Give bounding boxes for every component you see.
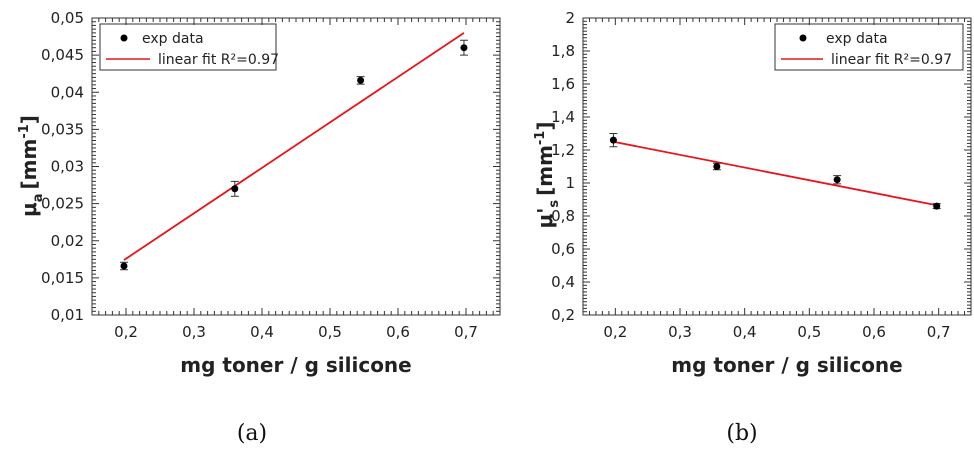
y-tick-label: 0,2 — [551, 306, 575, 324]
data-marks — [609, 133, 941, 210]
x-tick-label: 0,3 — [182, 323, 206, 341]
x-tick-label: 0,2 — [114, 323, 138, 341]
y-tick-labels: 0,01 0,015 0,02 0,025 0,03 0,035 0,04 0,045 0,05 — [41, 9, 84, 324]
legend-marker-exp — [799, 34, 807, 42]
data-point — [357, 76, 365, 84]
y-tick-label: 0,01 — [51, 306, 84, 324]
y-axis-superscript: -1 — [533, 131, 548, 145]
x-tick-label: 0,6 — [862, 323, 886, 341]
caption-b: (b) — [726, 421, 757, 446]
legend: exp data linear fit R²=0.97 — [99, 23, 279, 71]
y-tick-label: 0,045 — [41, 46, 84, 64]
y-axis-symbol: μ — [17, 202, 41, 217]
legend-label-fit: linear fit R²=0.97 — [158, 52, 279, 68]
y-tick-label: 2 — [565, 9, 575, 27]
chart-panel-a: 0,01 0,015 0,02 0,025 0,03 0,035 0,04 0,045 0,05… — [17, 9, 501, 446]
y-tick-label: 0,03 — [51, 158, 84, 176]
y-tick-label: 1 — [565, 174, 575, 192]
data-point — [231, 185, 239, 193]
y-axis-close: ] — [17, 115, 41, 124]
y-tick-label: 1,6 — [551, 75, 575, 93]
data-point — [609, 136, 617, 144]
x-axis-label: mg toner / g silicone — [671, 353, 902, 377]
y-tick-label: 1,8 — [551, 42, 575, 60]
y-tick-label: 1,4 — [551, 108, 575, 126]
data-point — [713, 163, 721, 170]
x-tick-label: 0,3 — [668, 323, 692, 341]
legend-label-exp: exp data — [826, 31, 888, 47]
data-point — [460, 44, 468, 52]
y-axis-subscript: s — [547, 200, 562, 208]
y-axis-subscript: a — [31, 193, 46, 202]
y-axis-unit: [mm — [17, 139, 41, 190]
x-tick-label: 0,6 — [386, 323, 410, 341]
y-axis-symbol: μ' — [533, 208, 557, 229]
y-tick-label: 0,6 — [551, 240, 575, 258]
x-tick-label: 0,5 — [797, 323, 821, 341]
y-tick-label: 1,2 — [551, 141, 575, 159]
y-axis-unit: [mm — [533, 145, 557, 196]
legend-label-fit: linear fit R²=0.97 — [831, 52, 952, 68]
caption-a: (a) — [237, 421, 267, 446]
y-tick-labels: 0,2 0,4 0,6 0,8 1 1,2 1,4 1,6 1,8 2 — [551, 9, 575, 324]
y-axis-label: μ's [mm-1] — [533, 121, 562, 228]
y-tick-label: 0,025 — [41, 195, 84, 213]
x-tick-label: 0,4 — [733, 323, 757, 341]
plot-frame — [582, 17, 972, 316]
data-point — [933, 202, 941, 210]
plot-frame — [91, 17, 501, 316]
legend-box — [99, 23, 277, 71]
y-tick-label: 0,015 — [41, 269, 84, 287]
y-tick-label: 0,035 — [41, 120, 84, 138]
y-tick-label: 0,8 — [551, 207, 575, 225]
legend-box — [774, 23, 964, 71]
x-tick-label: 0,7 — [454, 323, 478, 341]
x-tick-label: 0,5 — [318, 323, 342, 341]
data-point — [120, 262, 128, 270]
data-point — [833, 176, 841, 184]
fit-line — [613, 140, 937, 207]
fit-line — [123, 32, 465, 261]
y-axis-close: ] — [533, 121, 557, 130]
x-tick-labels: 0,2 0,3 0,4 0,5 0,6 0,7 — [603, 323, 950, 341]
x-tick-label: 0,4 — [250, 323, 274, 341]
x-tick-label: 0,7 — [927, 323, 951, 341]
legend: exp data linear fit R²=0.97 — [774, 23, 964, 71]
y-axis-label: μa [mm-1] — [17, 115, 46, 217]
x-tick-labels: 0,2 0,3 0,4 0,5 0,6 0,7 — [114, 323, 478, 341]
x-axis-label: mg toner / g silicone — [180, 353, 411, 377]
y-tick-label: 0,4 — [551, 273, 575, 291]
legend-label-exp: exp data — [142, 31, 204, 47]
y-tick-label: 0,04 — [51, 83, 84, 101]
x-tick-label: 0,2 — [603, 323, 627, 341]
y-tick-label: 0,05 — [51, 9, 84, 27]
legend-marker-exp — [120, 34, 128, 42]
chart-panel-b: 0,20,40,60,811,21,41,61,82 0,2 0,3 0,4 0,5 0… — [533, 9, 972, 446]
y-axis-superscript: -1 — [17, 124, 32, 138]
data-marks — [119, 32, 468, 271]
y-tick-label: 0,02 — [51, 232, 84, 250]
